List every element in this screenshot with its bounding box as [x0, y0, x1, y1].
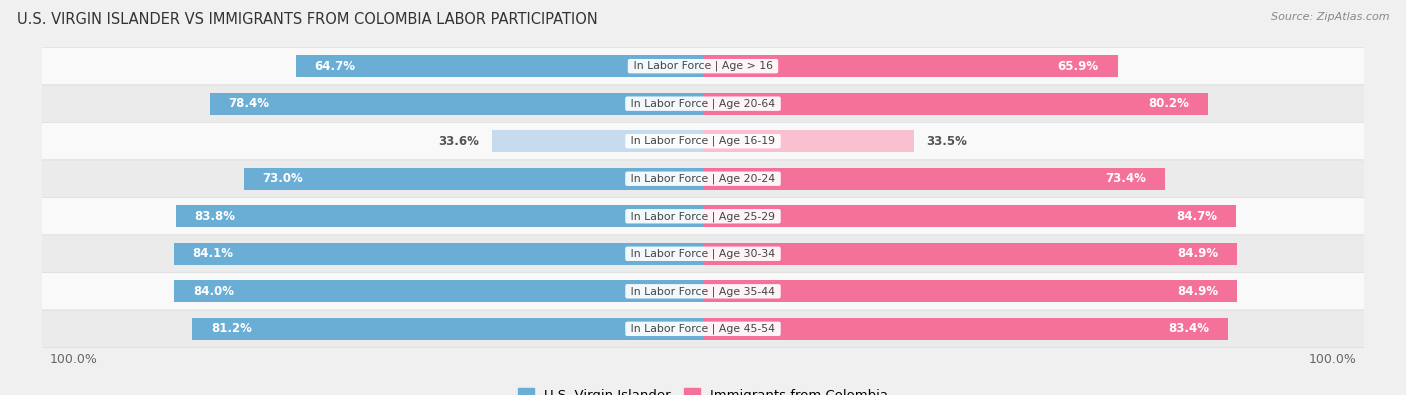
Text: In Labor Force | Age 25-29: In Labor Force | Age 25-29 — [627, 211, 779, 222]
FancyBboxPatch shape — [24, 273, 1382, 310]
Text: In Labor Force | Age 45-54: In Labor Force | Age 45-54 — [627, 324, 779, 334]
Text: In Labor Force | Age 20-64: In Labor Force | Age 20-64 — [627, 98, 779, 109]
Text: 78.4%: 78.4% — [228, 97, 270, 110]
Bar — [703, 205, 1236, 227]
Text: 84.7%: 84.7% — [1177, 210, 1218, 223]
Bar — [703, 168, 1166, 190]
Text: U.S. VIRGIN ISLANDER VS IMMIGRANTS FROM COLOMBIA LABOR PARTICIPATION: U.S. VIRGIN ISLANDER VS IMMIGRANTS FROM … — [17, 12, 598, 27]
Text: 83.8%: 83.8% — [194, 210, 235, 223]
Text: 33.5%: 33.5% — [927, 135, 967, 148]
Text: 64.7%: 64.7% — [315, 60, 356, 73]
Text: In Labor Force | Age > 16: In Labor Force | Age > 16 — [630, 61, 776, 71]
Bar — [703, 318, 1227, 340]
Bar — [703, 55, 1118, 77]
Text: In Labor Force | Age 30-34: In Labor Force | Age 30-34 — [627, 248, 779, 259]
Text: 83.4%: 83.4% — [1168, 322, 1209, 335]
FancyBboxPatch shape — [24, 310, 1382, 348]
Bar — [703, 93, 1208, 115]
Text: 84.1%: 84.1% — [193, 247, 233, 260]
Bar — [703, 280, 1237, 302]
Bar — [176, 205, 703, 227]
FancyBboxPatch shape — [24, 235, 1382, 273]
Bar — [174, 280, 703, 302]
FancyBboxPatch shape — [24, 198, 1382, 235]
Text: 73.4%: 73.4% — [1105, 172, 1146, 185]
FancyBboxPatch shape — [24, 122, 1382, 160]
Bar — [703, 243, 1237, 265]
FancyBboxPatch shape — [24, 47, 1382, 85]
Legend: U.S. Virgin Islander, Immigrants from Colombia: U.S. Virgin Islander, Immigrants from Co… — [512, 383, 894, 395]
Text: In Labor Force | Age 35-44: In Labor Force | Age 35-44 — [627, 286, 779, 297]
Text: 73.0%: 73.0% — [263, 172, 304, 185]
Text: 65.9%: 65.9% — [1057, 60, 1099, 73]
Text: 84.9%: 84.9% — [1177, 285, 1219, 298]
Bar — [703, 130, 914, 152]
Text: 80.2%: 80.2% — [1147, 97, 1189, 110]
Text: Source: ZipAtlas.com: Source: ZipAtlas.com — [1271, 12, 1389, 22]
Bar — [492, 130, 703, 152]
Text: 33.6%: 33.6% — [439, 135, 479, 148]
Text: In Labor Force | Age 16-19: In Labor Force | Age 16-19 — [627, 136, 779, 147]
Bar — [295, 55, 703, 77]
FancyBboxPatch shape — [24, 85, 1382, 122]
Bar — [174, 243, 703, 265]
Bar — [209, 93, 703, 115]
Text: In Labor Force | Age 20-24: In Labor Force | Age 20-24 — [627, 173, 779, 184]
Text: 81.2%: 81.2% — [211, 322, 252, 335]
Text: 84.0%: 84.0% — [193, 285, 235, 298]
Bar — [243, 168, 703, 190]
Text: 84.9%: 84.9% — [1177, 247, 1219, 260]
Bar — [193, 318, 703, 340]
FancyBboxPatch shape — [24, 160, 1382, 198]
